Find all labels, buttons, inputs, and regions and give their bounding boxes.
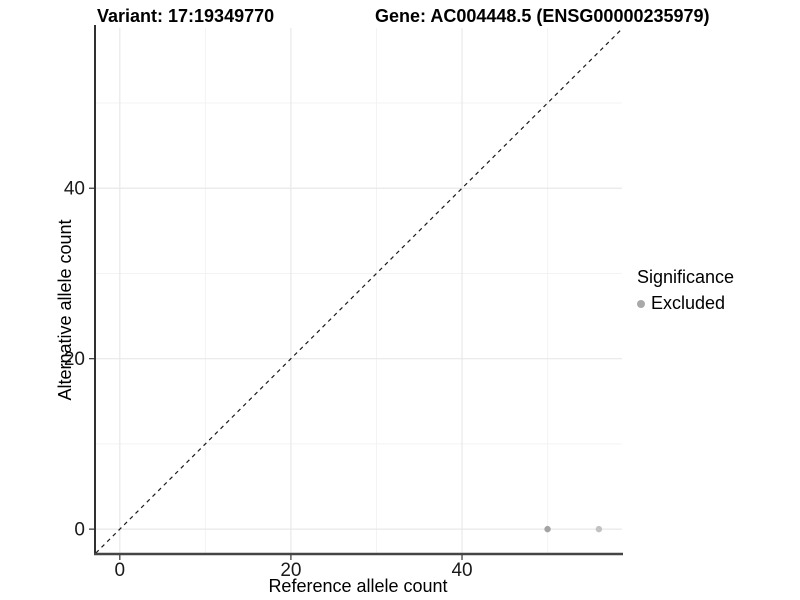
axis-tick-marks <box>89 187 463 560</box>
axis-lines <box>94 25 623 556</box>
svg-text:0: 0 <box>74 520 85 541</box>
y-axis-title: Alternative allele count <box>55 219 75 401</box>
svg-text:40: 40 <box>64 179 85 200</box>
minor-gridlines <box>95 28 622 553</box>
gene-title: Gene: AC004448.5 (ENSG00000235979) <box>375 6 710 26</box>
tick-labels: 0 20 40 0 20 40 <box>64 179 473 581</box>
svg-text:20: 20 <box>64 349 85 370</box>
major-gridlines <box>95 28 622 553</box>
variant-title: Variant: 17:19349770 <box>97 6 275 26</box>
svg-text:0: 0 <box>115 560 126 581</box>
legend: Significance Excluded <box>637 267 734 314</box>
legend-title: Significance <box>637 267 735 287</box>
legend-item-label: Excluded <box>651 293 726 313</box>
legend-item-excluded: Excluded <box>637 293 734 314</box>
legend-point-icon <box>637 299 645 308</box>
svg-text:20: 20 <box>280 560 301 581</box>
x-axis-title: Reference allele count <box>268 576 448 596</box>
svg-text:40: 40 <box>451 560 472 581</box>
data-points <box>544 525 603 533</box>
identity-dashed-line <box>95 28 623 554</box>
